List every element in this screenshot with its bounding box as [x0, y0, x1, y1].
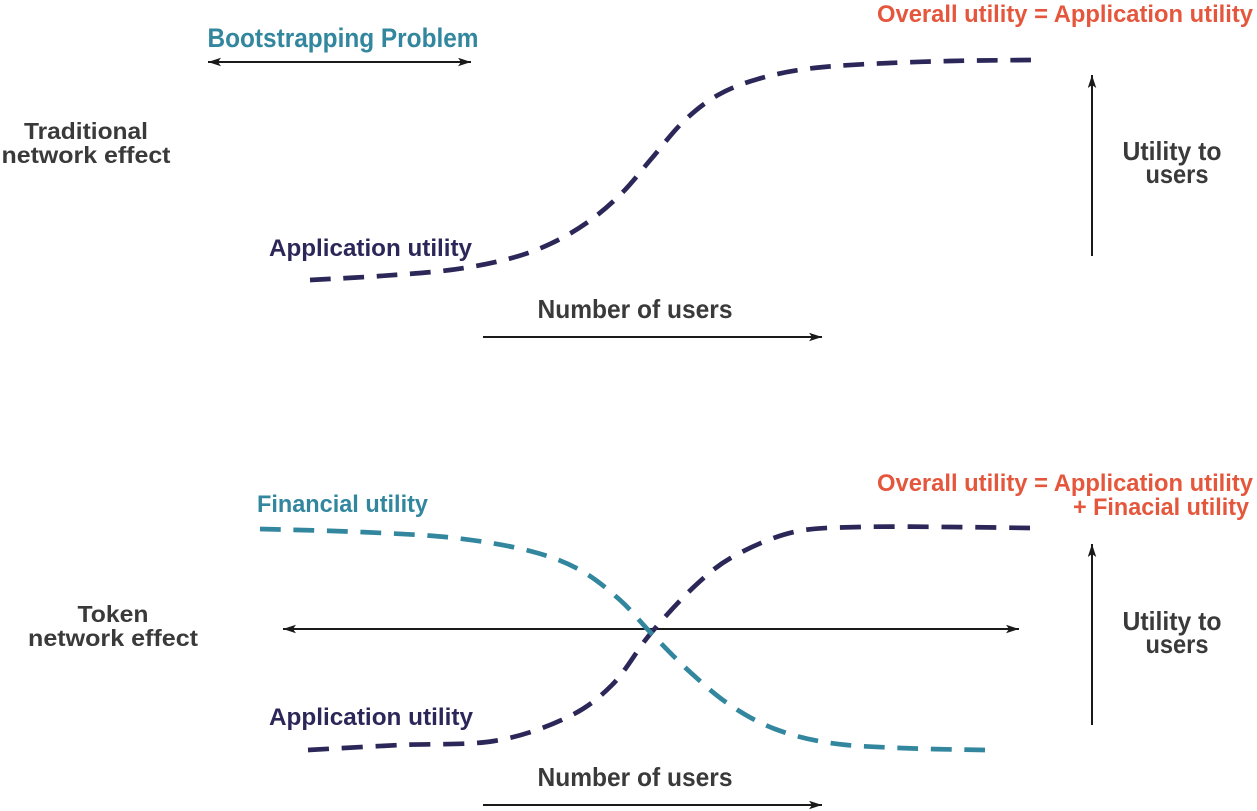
svg-text:network effect: network effect — [28, 625, 198, 651]
svg-text:Traditional: Traditional — [24, 118, 148, 144]
svg-text:Financial utility: Financial utility — [257, 491, 429, 518]
svg-text:Number of users: Number of users — [538, 294, 733, 324]
svg-text:Utility to: Utility to — [1123, 606, 1222, 636]
svg-text:Number of users: Number of users — [538, 762, 733, 792]
svg-text:users: users — [1146, 629, 1209, 659]
svg-text:+ Finacial utility: + Finacial utility — [1073, 494, 1250, 521]
svg-text:users: users — [1146, 159, 1209, 189]
svg-text:Bootstrapping Problem: Bootstrapping Problem — [208, 23, 479, 53]
svg-text:Utility to: Utility to — [1123, 136, 1222, 166]
svg-text:Application utility: Application utility — [269, 235, 473, 262]
svg-text:network effect: network effect — [2, 142, 171, 168]
svg-text:Token: Token — [78, 601, 149, 627]
svg-text:Application utility: Application utility — [269, 704, 474, 731]
svg-text:Overall utility = Application: Overall utility = Application utility — [877, 1, 1254, 28]
svg-text:Overall utility = Application: Overall utility = Application utility — [877, 470, 1254, 497]
